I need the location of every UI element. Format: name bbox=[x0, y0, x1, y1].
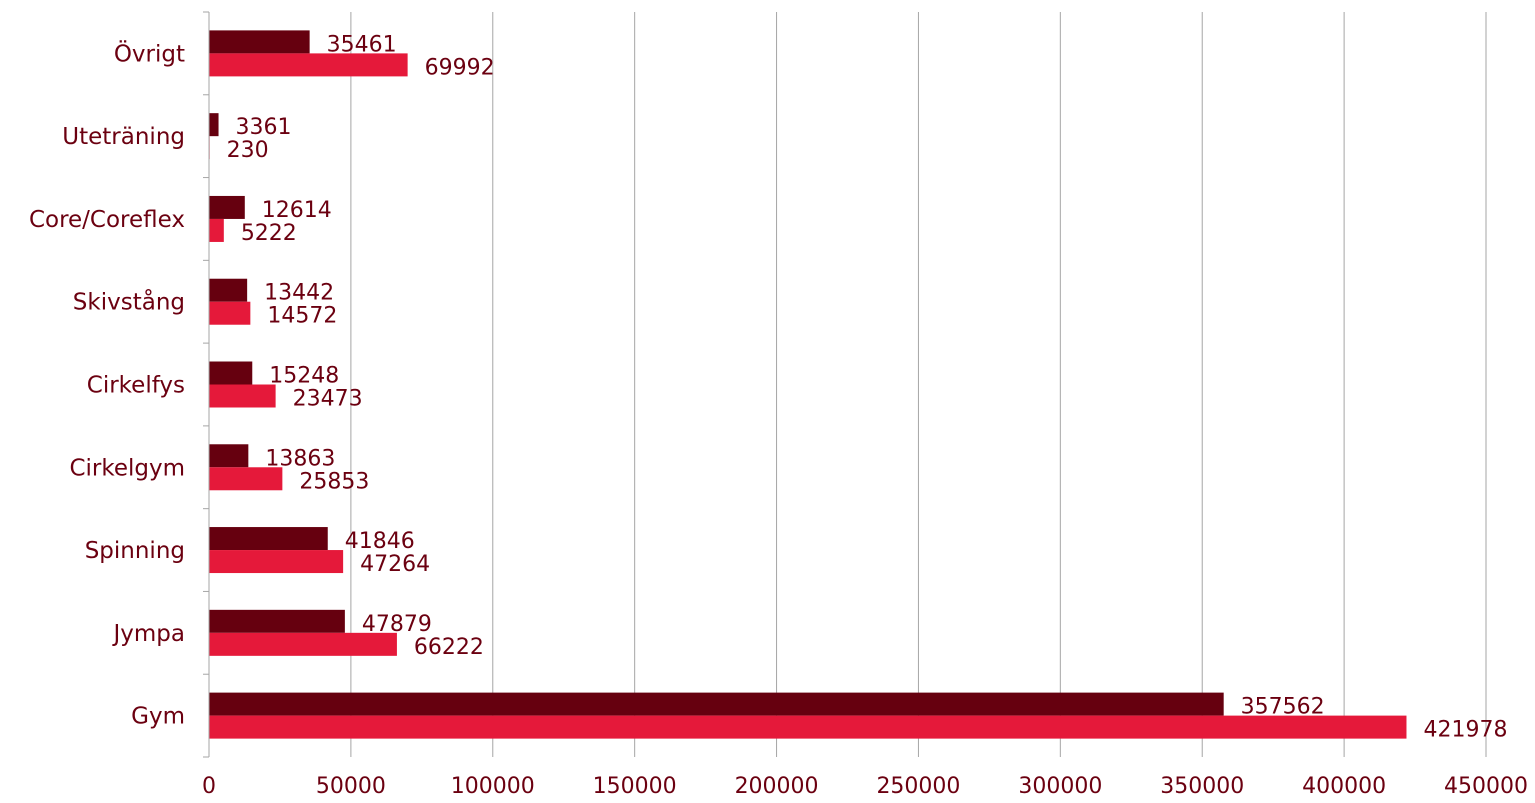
data-label: 5222 bbox=[241, 221, 297, 246]
bar bbox=[209, 715, 1407, 739]
x-tick-label: 100000 bbox=[451, 774, 535, 799]
x-tick-label: 250000 bbox=[876, 774, 960, 799]
data-label: 15248 bbox=[269, 364, 339, 389]
data-label: 357562 bbox=[1241, 695, 1325, 720]
x-tick-label: 150000 bbox=[593, 774, 677, 799]
data-label: 3361 bbox=[236, 115, 292, 140]
data-label: 12614 bbox=[262, 198, 332, 223]
bar bbox=[209, 467, 283, 491]
gridlines bbox=[350, 12, 1487, 757]
category-label: Core/Coreflex bbox=[29, 207, 185, 233]
data-label: 25853 bbox=[299, 469, 369, 494]
data-label: 14572 bbox=[267, 304, 337, 329]
category-label: Skivstång bbox=[73, 288, 185, 316]
data-label: 69992 bbox=[425, 55, 495, 80]
data-label: 13442 bbox=[264, 281, 334, 306]
bar bbox=[209, 53, 408, 77]
data-label: 41846 bbox=[345, 529, 415, 554]
bar bbox=[209, 692, 1224, 716]
x-tick-label: 400000 bbox=[1302, 774, 1386, 799]
bar bbox=[209, 361, 253, 385]
data-label: 23473 bbox=[293, 387, 363, 412]
data-label: 47879 bbox=[362, 612, 432, 637]
category-label: Spinning bbox=[85, 538, 185, 564]
x-tick-label: 0 bbox=[202, 774, 216, 799]
bar bbox=[209, 301, 251, 325]
x-tick-label: 50000 bbox=[316, 774, 386, 799]
bar bbox=[209, 195, 245, 219]
data-label: 35461 bbox=[327, 32, 397, 57]
data-label: 47264 bbox=[360, 552, 430, 577]
bar bbox=[209, 113, 219, 137]
bar bbox=[209, 30, 310, 54]
category-label: Cirkelgym bbox=[69, 455, 185, 481]
data-label: 66222 bbox=[414, 635, 484, 660]
category-label: Uteträning bbox=[62, 124, 185, 150]
bar bbox=[209, 278, 248, 302]
x-tick-label: 350000 bbox=[1160, 774, 1244, 799]
x-tick-label: 300000 bbox=[1018, 774, 1102, 799]
bar bbox=[209, 218, 224, 242]
category-label: Övrigt bbox=[114, 39, 185, 67]
x-tick-label: 200000 bbox=[735, 774, 819, 799]
bar bbox=[209, 444, 249, 468]
bar bbox=[209, 550, 344, 574]
bar bbox=[209, 609, 345, 633]
bar bbox=[209, 527, 328, 551]
bars bbox=[209, 30, 1407, 739]
bar bbox=[209, 632, 397, 656]
bar bbox=[209, 384, 276, 408]
labels: 0 50000 100000 150000 200000 250000 300000 3500… bbox=[29, 32, 1528, 799]
category-label: Gym bbox=[131, 704, 185, 730]
x-tick-label: 450000 bbox=[1444, 774, 1528, 799]
data-label: 421978 bbox=[1423, 718, 1507, 743]
axes bbox=[203, 11, 210, 758]
data-label: 13863 bbox=[265, 446, 335, 471]
category-label: Cirkelfys bbox=[87, 373, 185, 399]
category-label: Jympa bbox=[112, 621, 186, 647]
data-label: 230 bbox=[227, 138, 269, 163]
